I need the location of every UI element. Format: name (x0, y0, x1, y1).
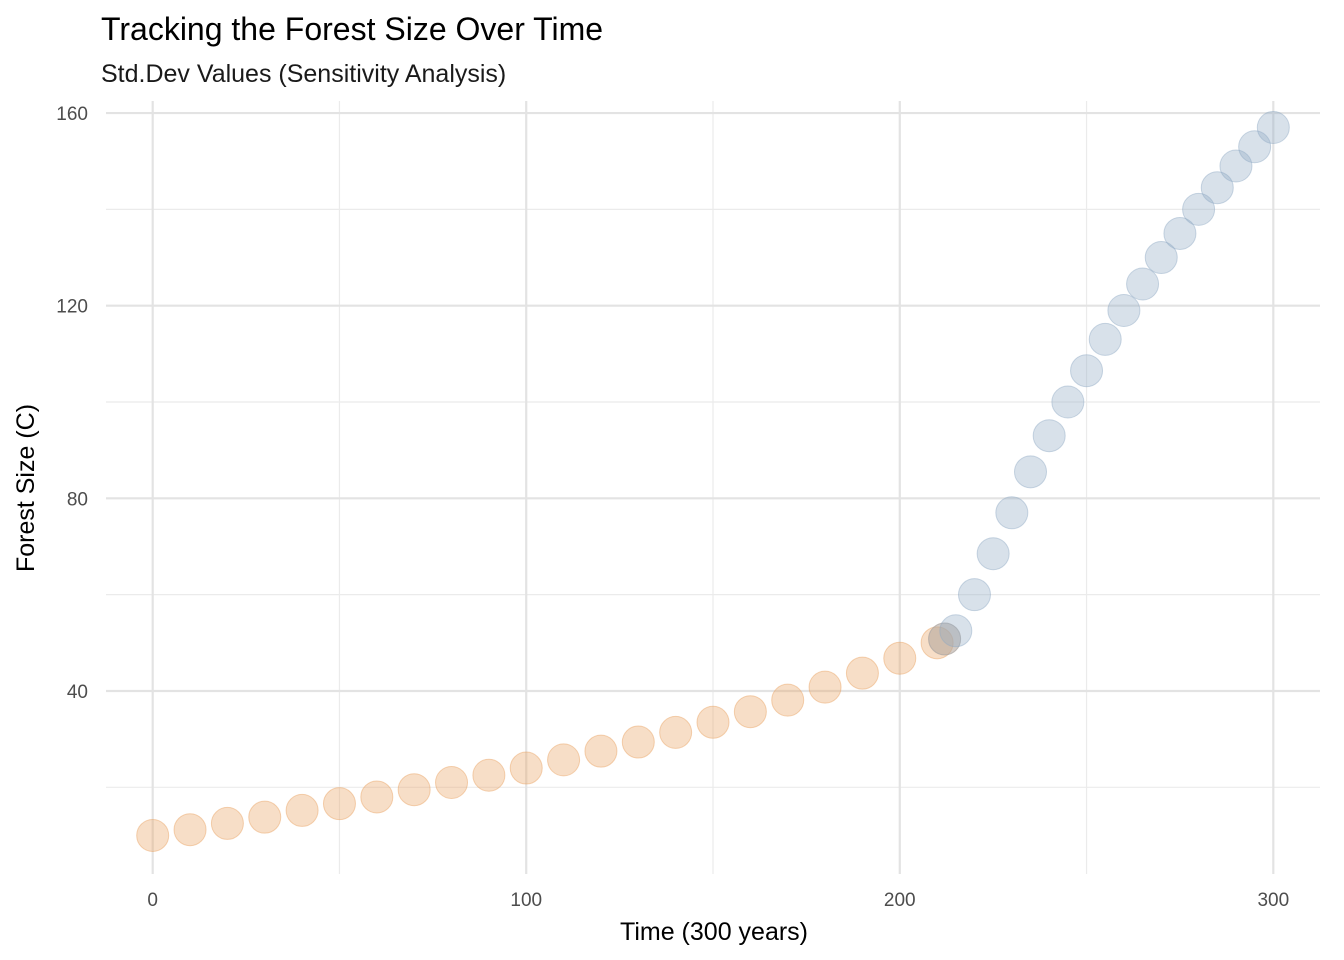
data-point-series-1 (733, 695, 767, 729)
x-tick-label: 100 (510, 890, 542, 911)
y-axis-ticks: 40 80 120 160 (56, 104, 88, 703)
data-point-series-1 (928, 622, 962, 656)
data-point-series-1 (659, 715, 693, 749)
data-point-series-2 (1182, 192, 1216, 226)
data-point-series-2 (1070, 354, 1104, 388)
data-point-series-1 (547, 743, 581, 777)
y-tick-label: 80 (67, 489, 88, 510)
data-point-series-2 (1051, 385, 1085, 419)
x-tick-label: 300 (1257, 890, 1289, 911)
x-axis-title: Time (300 years) (620, 918, 808, 946)
data-point-series-1 (696, 705, 730, 739)
data-point-series-1 (883, 641, 917, 675)
y-axis-title: Forest Size (C) (12, 404, 40, 572)
chart-subtitle: Std.Dev Values (Sensitivity Analysis) (101, 60, 506, 88)
data-point-series-1 (808, 670, 842, 704)
data-point-series-2 (1219, 149, 1253, 183)
data-point-series-1 (210, 806, 244, 840)
data-point-series-2 (1088, 322, 1122, 356)
data-point-series-1 (360, 780, 394, 814)
data-point-series-2 (1163, 216, 1197, 250)
data-point-series-1 (173, 813, 207, 847)
data-point-series-1 (845, 656, 879, 690)
data-point-series-1 (472, 758, 506, 792)
data-point-series-2 (1256, 110, 1290, 144)
data-point-series-1 (322, 787, 356, 821)
data-point-series-2 (928, 622, 962, 656)
data-point-series-2 (1032, 419, 1066, 453)
data-point-series-1 (248, 800, 282, 834)
data-point-series-2 (976, 537, 1010, 571)
data-points (136, 110, 1290, 852)
data-point-series-2 (1200, 171, 1234, 205)
data-point-series-1 (771, 683, 805, 717)
data-point-series-1 (285, 793, 319, 827)
data-point-series-1 (509, 751, 543, 785)
data-point-series-2 (1126, 267, 1160, 301)
data-point-series-1 (435, 765, 469, 799)
data-point-series-1 (920, 626, 954, 660)
data-point-series-2 (939, 614, 973, 648)
data-point-series-1 (584, 734, 618, 768)
chart-title: Tracking the Forest Size Over Time (101, 11, 603, 47)
data-point-series-2 (1107, 294, 1141, 328)
y-tick-label: 120 (56, 297, 88, 318)
grid-minor (106, 101, 1320, 874)
data-point-series-2 (995, 496, 1029, 530)
grid-major (106, 101, 1320, 874)
x-axis-ticks: 0 100 200 300 (147, 890, 1289, 911)
y-tick-label: 160 (56, 104, 88, 125)
data-point-series-1 (621, 725, 655, 759)
data-point-series-2 (1014, 455, 1048, 489)
data-point-series-2 (957, 578, 991, 612)
x-tick-label: 200 (884, 890, 916, 911)
data-point-series-1 (136, 818, 170, 852)
y-tick-label: 40 (67, 682, 88, 703)
data-point-series-2 (1144, 241, 1178, 275)
data-point-series-2 (1238, 130, 1272, 164)
data-point-series-1 (397, 773, 431, 807)
x-tick-label: 0 (147, 890, 158, 911)
